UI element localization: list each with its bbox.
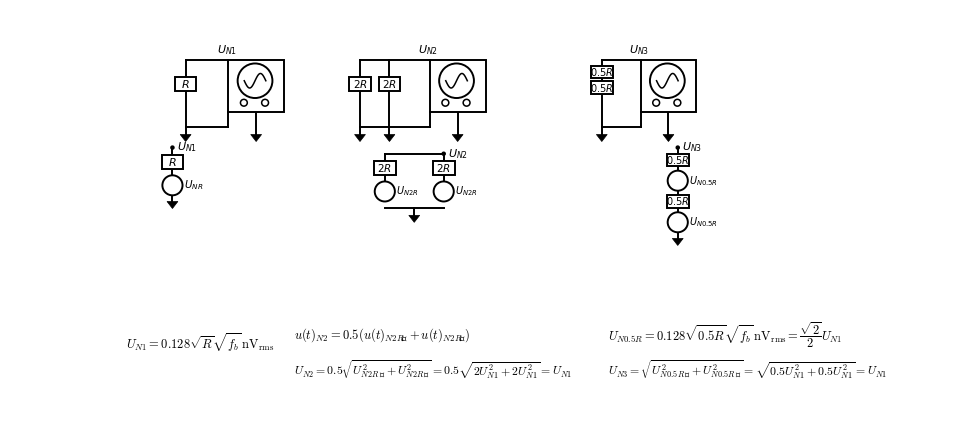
- Text: $u(t)_{N2} = 0.5(u(t)_{N2R\,\!\!左} + u(t)_{N2R\,\!\!右})$: $u(t)_{N2} = 0.5(u(t)_{N2R\,\!\!左} + u(t…: [294, 326, 470, 344]
- Polygon shape: [180, 135, 191, 142]
- Circle shape: [652, 99, 660, 106]
- Text: $0.5R$: $0.5R$: [666, 195, 689, 207]
- Bar: [641, 60, 696, 112]
- Text: $2R$: $2R$: [436, 162, 451, 174]
- Text: $U_{NR}$: $U_{NR}$: [184, 178, 203, 192]
- Circle shape: [434, 181, 454, 202]
- Polygon shape: [597, 135, 607, 142]
- Text: $U_{N1} = 0.128\sqrt{R}\sqrt{f_b}\,\mathrm{nV_{rms}}$: $U_{N1} = 0.128\sqrt{R}\sqrt{f_b}\,\math…: [125, 331, 274, 354]
- Text: $R$: $R$: [181, 78, 190, 90]
- Circle shape: [171, 146, 174, 149]
- Circle shape: [673, 99, 681, 106]
- Text: $U_{N1}$: $U_{N1}$: [217, 43, 237, 57]
- Polygon shape: [384, 135, 395, 142]
- Text: $U_{N3}$: $U_{N3}$: [628, 43, 650, 57]
- Text: $0.5R$: $0.5R$: [590, 81, 613, 93]
- Bar: [591, 66, 613, 78]
- Text: $U_{N3}$: $U_{N3}$: [682, 141, 702, 155]
- Text: $0.5R$: $0.5R$: [666, 154, 689, 166]
- Text: $R$: $R$: [168, 156, 177, 168]
- Bar: [228, 60, 285, 112]
- Bar: [378, 77, 400, 91]
- Circle shape: [162, 175, 183, 195]
- Text: $U_{N0.5R}$: $U_{N0.5R}$: [690, 174, 718, 188]
- Text: $2R$: $2R$: [382, 78, 397, 90]
- Circle shape: [439, 63, 474, 98]
- Circle shape: [442, 99, 448, 106]
- Bar: [430, 60, 486, 112]
- Bar: [667, 195, 689, 208]
- Text: $U_{N2R}$: $U_{N2R}$: [397, 185, 419, 198]
- Polygon shape: [167, 202, 178, 208]
- Text: $2R$: $2R$: [353, 78, 368, 90]
- Text: $0.5R$: $0.5R$: [590, 66, 613, 78]
- Text: $U_{N3} = \sqrt{U^2_{N0.5R\,下} + U^2_{N0.5R\,上}} = \sqrt{0.5U^2_{N1} + 0.5U^2_{N: $U_{N3} = \sqrt{U^2_{N0.5R\,下} + U^2_{N0…: [608, 358, 887, 381]
- Circle shape: [240, 99, 247, 106]
- Text: $U_{N2R}$: $U_{N2R}$: [455, 185, 478, 198]
- Circle shape: [463, 99, 470, 106]
- Text: $2R$: $2R$: [377, 162, 392, 174]
- Polygon shape: [409, 215, 420, 222]
- Circle shape: [238, 63, 272, 98]
- Circle shape: [668, 212, 688, 232]
- Polygon shape: [251, 135, 262, 142]
- Circle shape: [650, 63, 685, 98]
- Circle shape: [668, 171, 688, 191]
- Bar: [349, 77, 371, 91]
- Bar: [591, 81, 613, 94]
- Text: $U_{N2}$: $U_{N2}$: [418, 43, 438, 57]
- Bar: [374, 161, 396, 175]
- Circle shape: [676, 146, 679, 149]
- Bar: [433, 161, 454, 175]
- Polygon shape: [673, 238, 683, 245]
- Polygon shape: [663, 135, 673, 142]
- Circle shape: [375, 181, 395, 202]
- Text: $U_{N0.5R} = 0.128\sqrt{0.5R}\sqrt{f_b}\,\mathrm{nV_{rms}} = \dfrac{\sqrt{2}}{2}: $U_{N0.5R} = 0.128\sqrt{0.5R}\sqrt{f_b}\…: [608, 320, 842, 350]
- Text: $U_{N1}$: $U_{N1}$: [177, 141, 197, 155]
- Polygon shape: [354, 135, 365, 142]
- Circle shape: [262, 99, 268, 106]
- Circle shape: [443, 152, 445, 155]
- Text: $U_{N2} = 0.5\sqrt{U^2_{N2R\,左} + U^2_{N2R\,右}} = 0.5\sqrt{2U^2_{N1} + 2U^2_{N1}: $U_{N2} = 0.5\sqrt{U^2_{N2R\,左} + U^2_{N…: [294, 358, 573, 381]
- Polygon shape: [452, 135, 463, 142]
- Bar: [162, 155, 183, 169]
- Text: $U_{N0.5R}$: $U_{N0.5R}$: [690, 215, 718, 229]
- Bar: [174, 77, 196, 91]
- Bar: [667, 154, 689, 166]
- Text: $U_{N2}$: $U_{N2}$: [447, 147, 468, 160]
